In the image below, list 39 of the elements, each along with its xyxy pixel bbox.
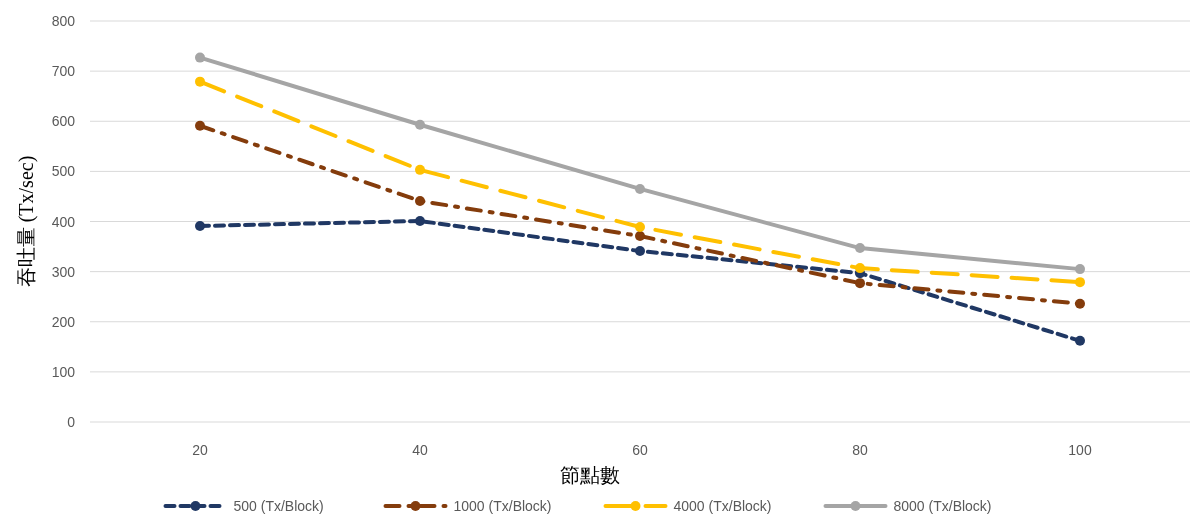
point bbox=[1075, 264, 1085, 275]
point bbox=[855, 278, 865, 289]
y-tick-label: 700 bbox=[51, 63, 76, 80]
legend-label: 8000 (Tx/Block) bbox=[893, 498, 992, 514]
point bbox=[195, 221, 205, 232]
y-tick-label: 0 bbox=[67, 414, 76, 430]
point bbox=[1075, 298, 1085, 309]
point bbox=[1075, 335, 1085, 346]
x-tick-label: 20 bbox=[192, 442, 208, 458]
y-tick-label: 600 bbox=[51, 113, 76, 130]
legend-label: 4000 (Tx/Block) bbox=[673, 498, 772, 514]
legend-label: 1000 (Tx/Block) bbox=[453, 498, 552, 514]
x-axis-title: 節點數 bbox=[560, 464, 620, 486]
point bbox=[1075, 277, 1085, 288]
y-tick-label: 100 bbox=[51, 363, 76, 380]
point bbox=[415, 195, 425, 206]
point bbox=[195, 120, 205, 131]
point bbox=[415, 216, 425, 226]
y-tick-label: 200 bbox=[51, 313, 76, 330]
point bbox=[635, 231, 645, 242]
legend-label: 500 (Tx/Block) bbox=[233, 498, 324, 514]
point bbox=[635, 183, 645, 194]
y-tick-label: 400 bbox=[51, 213, 76, 230]
y-tick-label: 800 bbox=[51, 13, 76, 29]
point bbox=[195, 52, 205, 63]
point bbox=[415, 119, 425, 130]
point bbox=[855, 263, 865, 274]
x-tick-label: 60 bbox=[632, 442, 648, 458]
x-tick-label: 100 bbox=[1068, 442, 1092, 458]
y-axis-title: 吞吐量 (Tx/sec) bbox=[15, 155, 38, 288]
point bbox=[415, 164, 425, 175]
point bbox=[855, 243, 865, 254]
point bbox=[635, 246, 645, 257]
y-tick-label: 500 bbox=[51, 163, 76, 180]
x-tick-label: 40 bbox=[412, 442, 428, 458]
point bbox=[195, 76, 205, 87]
point bbox=[635, 222, 645, 233]
y-tick-label: 300 bbox=[51, 263, 76, 280]
x-tick-label: 80 bbox=[852, 442, 868, 458]
